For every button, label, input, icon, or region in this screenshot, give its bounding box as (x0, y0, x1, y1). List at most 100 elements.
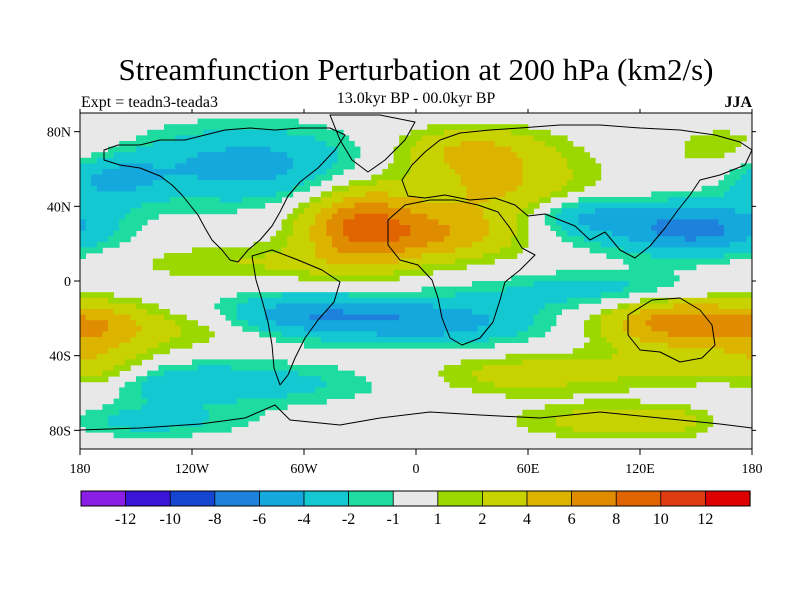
field-cell (80, 376, 109, 383)
field-cell (628, 264, 697, 271)
field-cell (371, 174, 406, 181)
field-cell (449, 225, 490, 231)
field-cell (516, 415, 557, 422)
map-panel: 180 120W 60W 0 60E 120E 180 80N 40N 0 40S 80S (47, 109, 763, 477)
field-cell (80, 191, 277, 198)
field-cell (91, 152, 114, 159)
field-cell (544, 141, 574, 147)
field-cell (292, 157, 338, 164)
coastline-greenland (329, 114, 416, 173)
field-cell (556, 219, 579, 226)
field-cell (281, 247, 316, 254)
field-cell (164, 253, 266, 259)
field-cell (281, 292, 350, 299)
field-cell (724, 230, 752, 237)
field-cell (477, 202, 529, 209)
field-cell (572, 174, 602, 181)
field-cell (460, 174, 523, 181)
field-cell (326, 230, 344, 237)
field-cell (584, 398, 641, 405)
axis-ticks: 180 120W 60W 0 60E 120E 180 80N 40N 0 40S 80S (47, 109, 763, 477)
field-cell (427, 213, 484, 220)
field-cell (522, 359, 752, 366)
field-cell (248, 297, 568, 304)
field-cell (578, 219, 658, 226)
field-cell (623, 258, 730, 265)
field-cell (623, 286, 658, 293)
field-cell (511, 146, 557, 153)
field-cell (516, 185, 562, 192)
field-cell (393, 146, 411, 153)
x-tick-label: 60E (517, 462, 540, 477)
field-cell (298, 370, 355, 377)
field-cell (80, 320, 109, 327)
field-cell (522, 169, 574, 175)
field-cell (141, 325, 182, 332)
field-cell (136, 146, 226, 153)
field-cell (304, 325, 478, 332)
field-cell (80, 365, 114, 371)
field-cell (124, 213, 159, 220)
field-cell (673, 303, 719, 310)
field-cell (147, 348, 170, 355)
field-cell (332, 241, 428, 248)
field-cell (80, 230, 114, 237)
field-cell (561, 208, 596, 215)
field-cell (292, 225, 310, 231)
streamfunction-field (80, 118, 752, 439)
field-cell (584, 236, 630, 243)
field-cell (141, 202, 266, 209)
colorbar-swatch (348, 490, 394, 507)
field-cell (80, 225, 86, 231)
colorbar-label: -8 (208, 511, 221, 528)
field-cell (640, 297, 669, 304)
field-cell (444, 236, 484, 243)
field-cell (572, 169, 602, 175)
field-cell (522, 157, 568, 164)
field-cell (746, 236, 752, 243)
field-cell (589, 225, 652, 231)
field-cell (483, 365, 752, 371)
field-cell (309, 202, 333, 209)
field-cell (567, 180, 596, 187)
field-cell (544, 404, 691, 411)
field-cell (326, 258, 400, 265)
field-cell (91, 180, 154, 187)
field-cell (102, 404, 142, 411)
field-cell (169, 426, 232, 433)
field-cell (544, 303, 579, 310)
field-cell (147, 398, 238, 405)
field-cell (326, 309, 344, 315)
field-cell (136, 331, 182, 338)
field-cell (141, 404, 204, 411)
field-cell (505, 286, 624, 293)
field-cell (152, 258, 238, 265)
field-cell (326, 381, 372, 388)
colorbar-label: -4 (297, 511, 310, 528)
field-cell (192, 247, 282, 254)
field-cell (80, 213, 126, 220)
field-cell (108, 297, 142, 304)
field-cell (309, 314, 400, 321)
field-cell (147, 376, 322, 383)
field-cell (332, 191, 366, 198)
field-cell (113, 230, 137, 237)
field-cell (511, 236, 529, 243)
field-cell (85, 314, 131, 321)
field-cell (96, 353, 137, 360)
field-cell (292, 230, 310, 237)
field-cell (696, 415, 714, 422)
field-cell (236, 258, 327, 265)
field-cell (399, 314, 490, 321)
field-cell (516, 213, 529, 220)
field-cell (276, 191, 294, 198)
field-cell (533, 320, 557, 327)
field-cell (203, 129, 288, 136)
field-cell (421, 135, 534, 142)
field-cell (85, 409, 120, 416)
field-cell (80, 253, 86, 259)
field-cell (404, 247, 456, 254)
field-cell (556, 146, 585, 153)
field-cell (556, 269, 674, 276)
field-cell (80, 157, 98, 164)
